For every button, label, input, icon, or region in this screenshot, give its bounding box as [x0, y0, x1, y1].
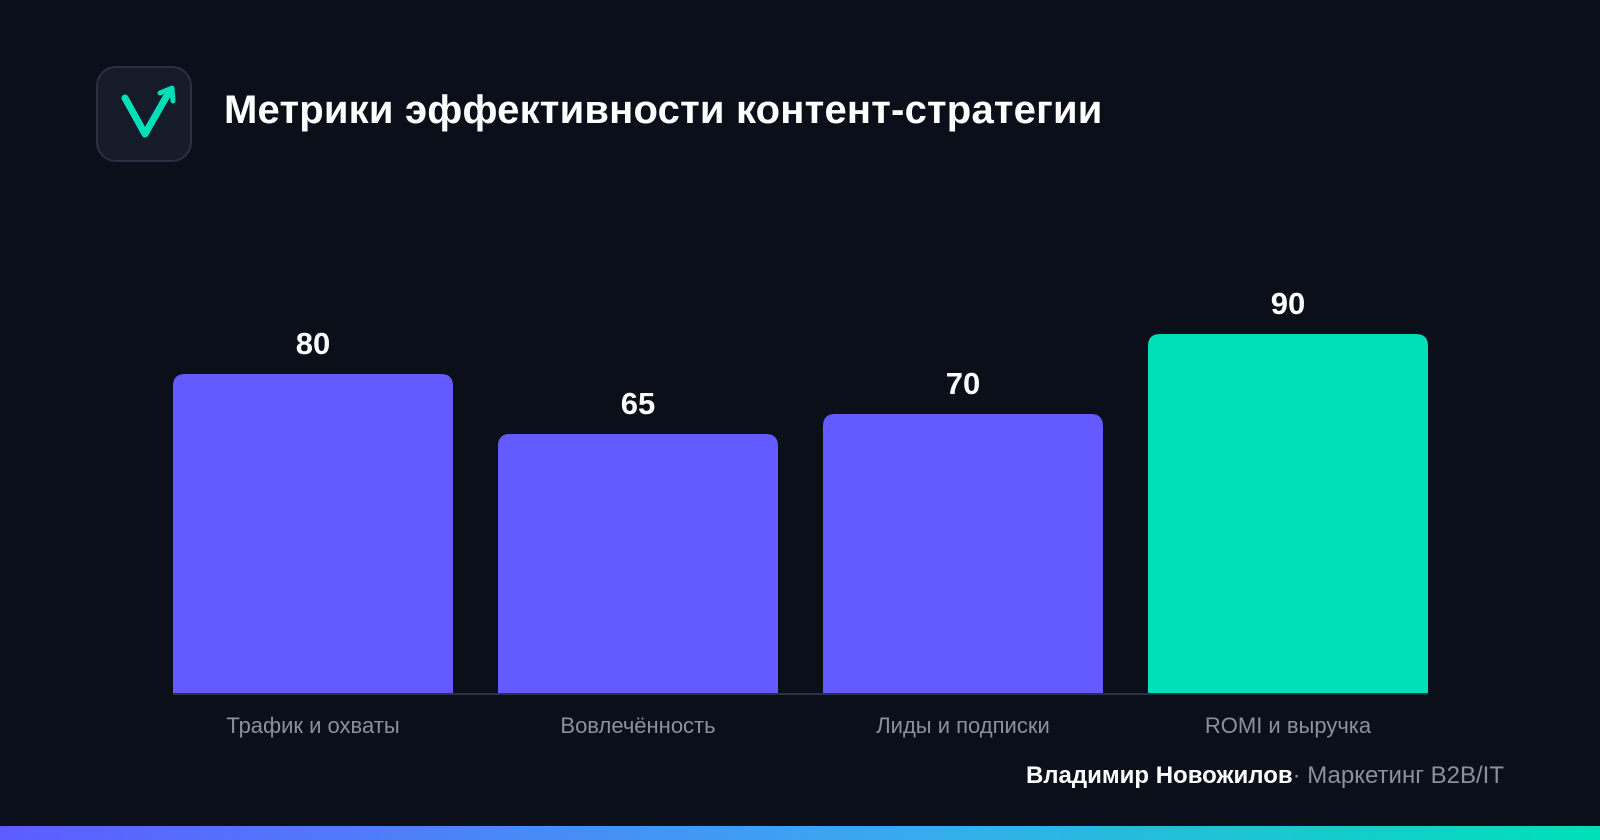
bottom-gradient-bar: [0, 826, 1600, 840]
author-credit: Владимир Новожилов· Маркетинг B2B/IT: [1026, 762, 1504, 790]
category-label-2: Вовлечённость: [560, 713, 715, 738]
logo: [96, 66, 192, 162]
category-label-4: ROMI и выручка: [1205, 713, 1372, 738]
bar-4: [1148, 334, 1428, 694]
bar-1: [173, 374, 453, 694]
category-label-3: Лиды и подписки: [876, 713, 1050, 738]
value-label-1: 80: [296, 326, 330, 361]
value-label-3: 70: [946, 366, 980, 401]
value-label-2: 65: [621, 386, 655, 421]
checkmark-arrow-logo-icon: [121, 85, 176, 138]
value-label-4: 90: [1271, 286, 1305, 321]
author-role: Маркетинг B2B/IT: [1307, 762, 1504, 789]
author-name: Владимир Новожилов: [1025, 762, 1293, 789]
bar-3: [823, 414, 1103, 694]
bar-2: [498, 434, 778, 694]
category-label-1: Трафик и охваты: [226, 713, 399, 738]
author-separator: ·: [1292, 762, 1301, 789]
page-title: Метрики эффективности контент-стратегии: [224, 88, 1103, 132]
